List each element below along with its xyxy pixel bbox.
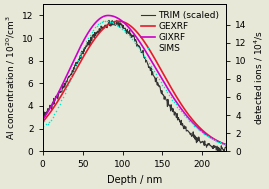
SIMS [127,34,130,36]
SIMS [132,40,135,42]
TRIM (scaled) [114,24,117,26]
GEXRF [126,22,129,25]
GEXRF [186,112,189,114]
SIMS [221,143,225,145]
GEXRF [220,142,223,144]
SIMS [95,24,98,27]
Line: GIXRF: GIXRF [43,15,226,145]
Y-axis label: Al concentration / 10$^{20}$/cm$^3$: Al concentration / 10$^{20}$/cm$^3$ [4,15,17,140]
GEXRF [117,20,120,22]
SIMS [215,140,218,142]
GIXRF [130,30,134,33]
TRIM (scaled) [157,84,160,86]
GEXRF [41,121,44,123]
GEXRF [130,26,134,28]
Line: GEXRF: GEXRF [43,21,226,145]
X-axis label: Depth / nm: Depth / nm [107,175,162,185]
GIXRF [220,142,223,144]
GIXRF [41,119,44,121]
Legend: TRIM (scaled), GEXRF, GIXRF, SIMS: TRIM (scaled), GEXRF, GIXRF, SIMS [138,9,222,56]
GEXRF [50,109,54,111]
GIXRF [220,142,223,144]
TRIM (scaled) [63,86,66,88]
Y-axis label: detected ions / 10$^4$/s: detected ions / 10$^4$/s [252,30,265,125]
TRIM (scaled) [101,28,104,31]
SIMS [41,125,44,127]
GIXRF [126,25,129,27]
GEXRF [220,142,223,144]
TRIM (scaled) [217,150,220,152]
GIXRF [50,104,54,106]
GIXRF [225,144,228,146]
SIMS [225,144,228,146]
TRIM (scaled) [41,114,44,116]
GIXRF [186,115,189,118]
TRIM (scaled) [174,112,177,114]
TRIM (scaled) [175,116,178,119]
GEXRF [225,144,228,146]
Line: TRIM (scaled): TRIM (scaled) [43,20,226,151]
TRIM (scaled) [225,147,228,149]
SIMS [103,20,107,22]
SIMS [172,101,176,103]
Line: SIMS: SIMS [41,20,228,146]
TRIM (scaled) [115,19,118,22]
GIXRF [107,14,110,17]
